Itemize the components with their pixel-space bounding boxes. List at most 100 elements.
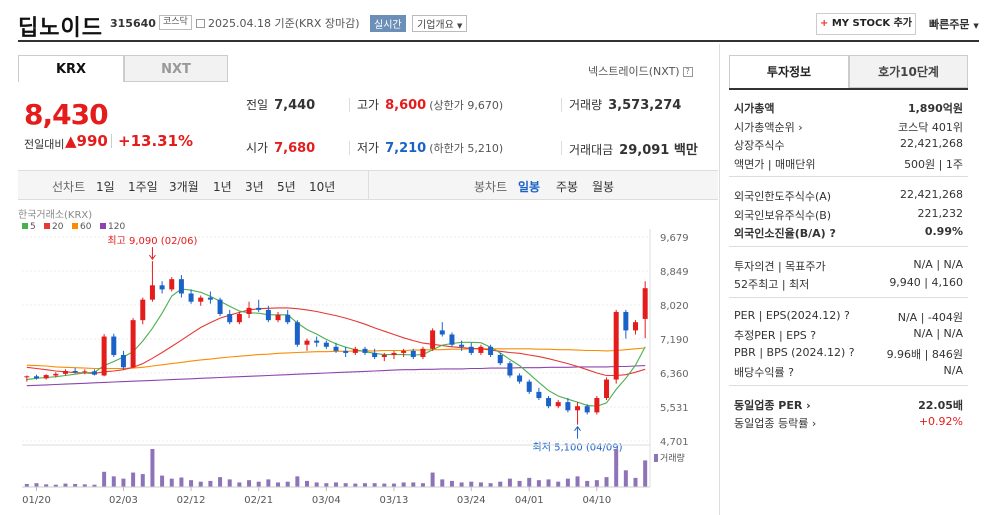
quick-order-button[interactable]: 빠른주문 ▼ xyxy=(929,16,979,32)
info-key: 시가총액순위 › xyxy=(734,120,803,134)
basis-text: 기준(KRX 장마감) xyxy=(274,17,360,30)
candle-body xyxy=(488,346,494,355)
volume-bar xyxy=(575,476,580,487)
candle-body xyxy=(613,311,619,380)
info-section-divider xyxy=(729,176,968,177)
company-info-label: 기업개요 xyxy=(417,20,454,31)
candle-body xyxy=(420,348,426,358)
stat-volume-value: 3,573,274 xyxy=(608,98,682,113)
add-mystock-button[interactable]: + MY STOCK 추가 xyxy=(816,13,916,35)
volume-bar xyxy=(420,483,425,487)
add-mystock-label: MY STOCK 추가 xyxy=(831,18,913,29)
market-badge: 코스닥 xyxy=(159,15,192,30)
volume-bar xyxy=(498,481,503,487)
tab-krx[interactable]: KRX xyxy=(18,55,124,82)
stat-high: 고가 8,600 (상한가 9,670) xyxy=(357,96,503,113)
candle-monthly[interactable]: 월봉 xyxy=(592,180,615,194)
volume-bar xyxy=(169,478,174,487)
x-tick-label: 03/04 xyxy=(312,495,341,506)
info-row: 동일업종 PER › 22.05배 xyxy=(734,397,963,413)
candle-body xyxy=(53,373,59,376)
candle-body xyxy=(91,371,97,375)
info-key: 외국인보유주식수(B) xyxy=(734,208,832,222)
candle-body xyxy=(323,342,329,347)
stock-chart[interactable]: 한국거래소(KRX)5 20 60 120 9,679 8,849 8,020 7,190 6,… xyxy=(18,205,718,515)
high-arrow-head xyxy=(149,254,156,260)
stat-prev-value: 7,440 xyxy=(274,98,316,113)
tab-nxt[interactable]: NXT xyxy=(124,55,228,82)
volume-bar xyxy=(382,483,387,487)
candle-body xyxy=(459,344,465,347)
candle-body xyxy=(227,314,233,323)
volume-bar xyxy=(430,472,435,487)
stat-trade-value: 거래대금 29,091 백만 xyxy=(569,139,698,158)
volume-bar xyxy=(517,480,522,487)
candle-body xyxy=(497,354,503,364)
candle-daily[interactable]: 일봉 xyxy=(518,180,541,194)
period-1d[interactable]: 1일 xyxy=(96,180,115,194)
ma-legend-label: 120 xyxy=(108,222,125,232)
period-5y[interactable]: 5년 xyxy=(277,180,296,194)
tab-invest-info[interactable]: 투자정보 xyxy=(729,55,849,88)
period-3y[interactable]: 3년 xyxy=(245,180,264,194)
candle-body xyxy=(198,297,204,302)
stat-trade-value-value: 29,091 백만 xyxy=(619,143,698,158)
x-tick-label: 02/21 xyxy=(244,495,273,506)
stat-volume: 거래량 3,573,274 xyxy=(569,96,681,113)
period-1y[interactable]: 1년 xyxy=(213,180,232,194)
candle-body xyxy=(478,346,484,353)
info-key: 외국인소진율(B/A) ? xyxy=(734,227,836,240)
x-tick-label: 01/20 xyxy=(22,495,51,506)
realtime-button[interactable]: 실시간 xyxy=(370,15,406,32)
help-icon[interactable]: ? xyxy=(682,67,693,77)
info-row: 상장주식수 22,421,268 xyxy=(734,137,963,153)
candle-body xyxy=(449,334,455,345)
tab-orderbook[interactable]: 호가10단계 xyxy=(849,55,968,88)
volume-bar xyxy=(44,484,49,487)
y-tick-label: 9,679 xyxy=(660,233,689,244)
volume-bar xyxy=(150,449,155,487)
info-row: 외국인소진율(B/A) ? 0.99% xyxy=(734,225,963,241)
volume-bar xyxy=(92,484,97,487)
volume-bar xyxy=(131,472,136,487)
candle-body xyxy=(188,293,194,302)
candle-body xyxy=(401,350,407,353)
candle-weekly[interactable]: 주봉 xyxy=(556,180,579,194)
info-value: N/A | -404원 xyxy=(897,310,963,324)
candle-body xyxy=(372,352,378,358)
candle-body xyxy=(72,370,78,373)
stat-divider xyxy=(561,141,562,155)
ma-legend-swatch xyxy=(72,223,78,229)
low-arrow-head xyxy=(574,425,581,431)
y-tick-label: 4,701 xyxy=(660,437,689,448)
candle-body xyxy=(594,398,600,413)
volume-bar xyxy=(391,483,396,487)
candle-body xyxy=(410,350,416,358)
y-tick-label: 7,190 xyxy=(660,335,689,346)
info-key: 동일업종 PER › xyxy=(734,398,811,412)
volume-bar xyxy=(440,479,445,487)
period-1w[interactable]: 1주일 xyxy=(128,180,158,194)
info-row: 배당수익률 ? N/A xyxy=(734,364,963,380)
info-value: 22.05배 xyxy=(918,398,963,412)
info-value: 1,890억원 xyxy=(907,102,963,115)
y-tick-label: 8,849 xyxy=(660,267,689,278)
change-divider xyxy=(111,134,112,148)
x-tick-label: 02/12 xyxy=(177,495,206,506)
candle-body xyxy=(304,340,310,345)
candle-chart-button[interactable]: 봉차트 xyxy=(474,180,508,194)
line-chart-button[interactable]: 선차트 xyxy=(52,180,86,194)
ma-legend-label: 20 xyxy=(52,222,64,232)
period-10y[interactable]: 10년 xyxy=(309,180,336,194)
info-key: 외국인한도주식수(A) xyxy=(734,190,832,203)
company-info-button[interactable]: 기업개요 ▼ xyxy=(412,15,468,32)
candle-body xyxy=(633,322,639,331)
volume-bar xyxy=(459,482,464,487)
candle-body xyxy=(381,354,387,358)
period-3m[interactable]: 3개월 xyxy=(169,180,199,194)
candle-body xyxy=(362,348,368,353)
candle-body xyxy=(352,348,358,353)
nxt-link[interactable]: 넥스트레이드(NXT)? xyxy=(588,63,693,79)
quick-order-label: 빠른주문 xyxy=(929,18,970,31)
stat-open-label: 시가 xyxy=(246,141,269,155)
